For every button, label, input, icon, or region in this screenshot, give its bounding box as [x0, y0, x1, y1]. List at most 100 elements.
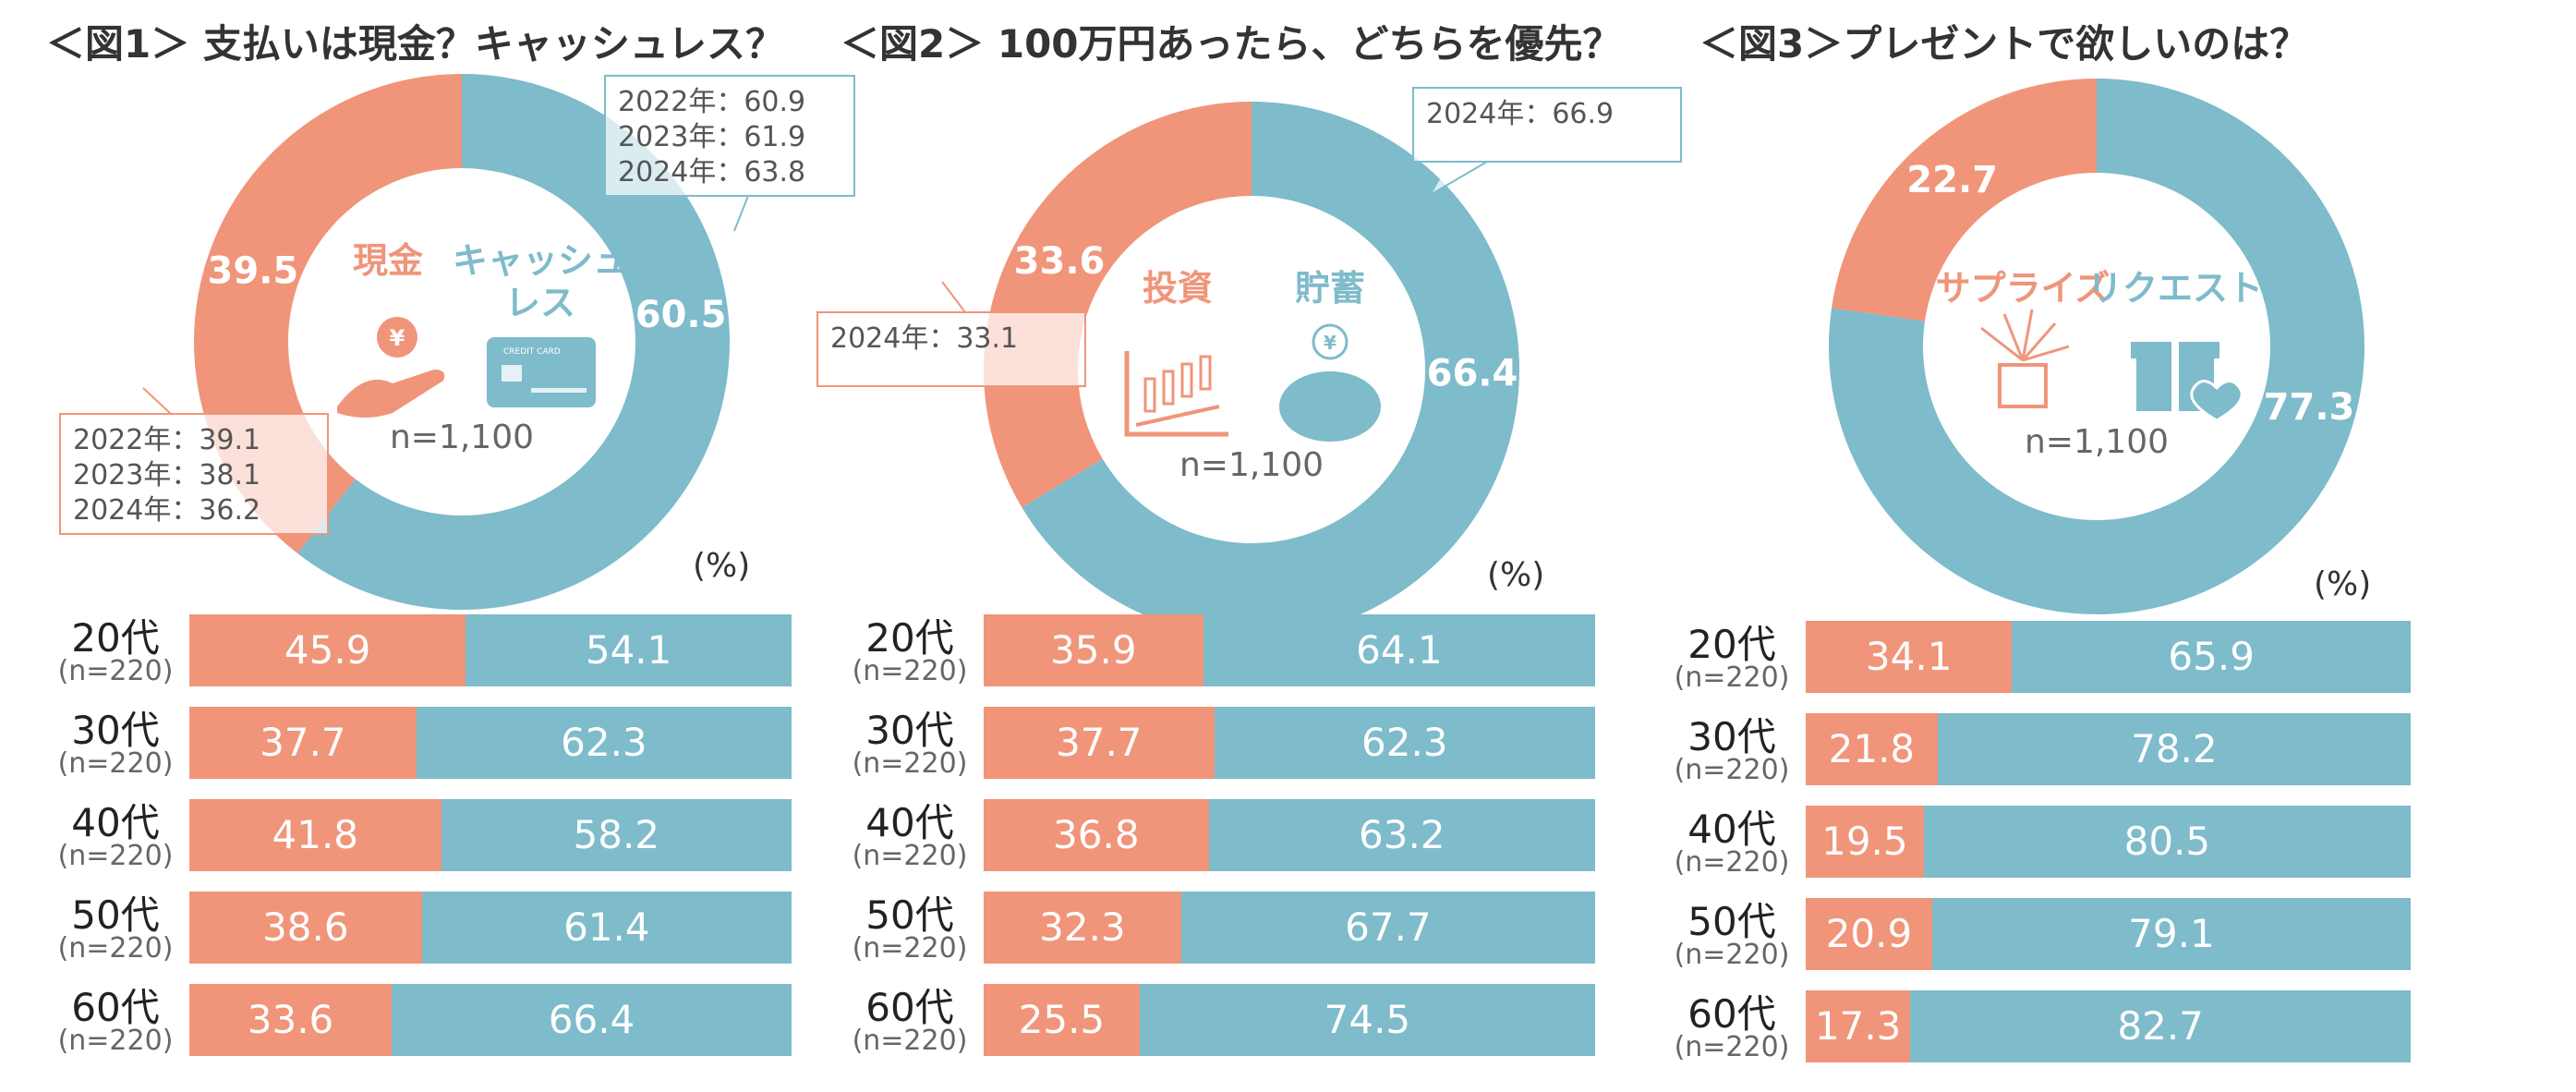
bar-value-left: 33.6 — [247, 997, 334, 1042]
callout-line: 2023年：38.1 — [73, 459, 260, 491]
panel-title: ＜図3＞プレゼントで欲しいのは？ — [1699, 21, 2309, 67]
callout-line: 2022年：39.1 — [73, 424, 260, 456]
bar-row-n: (n=220) — [1674, 754, 1790, 786]
svg-text:CREDIT CARD: CREDIT CARD — [503, 347, 561, 357]
sample-size-label: n=1,100 — [1179, 446, 1324, 484]
candlestick-chart-icon — [1124, 351, 1228, 437]
surprise-gift-icon — [1980, 309, 2070, 408]
bar-segment-left — [1806, 713, 1938, 785]
bar-row-label: 50代 — [865, 892, 954, 938]
bar-row-n: (n=220) — [852, 840, 968, 872]
center-label-right: 貯蓄 — [1295, 268, 1365, 309]
callout-line: 2024年：36.2 — [73, 494, 260, 527]
bar-value-right: 66.4 — [548, 997, 635, 1042]
bar-segment-right — [1139, 984, 1595, 1056]
bar-value-left: 35.9 — [1050, 627, 1137, 673]
pie-slice-right — [1829, 79, 2364, 615]
bar-segment-right — [1910, 990, 2411, 1062]
bar-value-left: 20.9 — [1825, 911, 1913, 956]
pie-label-left: 33.6 — [1014, 240, 1106, 283]
bar-segment-right — [1203, 614, 1595, 686]
pie-label-right: 77.3 — [2264, 386, 2355, 429]
bar-segment-left — [984, 799, 1209, 871]
bar-value-left: 41.8 — [272, 812, 359, 857]
bar-segment-left — [189, 614, 466, 686]
pie-slice-left — [984, 102, 1252, 508]
callout-left: 2024年：33.1 — [816, 281, 1086, 387]
bar-value-left: 32.3 — [1039, 904, 1126, 950]
bar-row-label: 20代 — [1687, 622, 1776, 667]
bar-segment-left — [984, 892, 1181, 964]
bar-segment-left — [1806, 806, 1924, 878]
bar-value-left: 25.5 — [1018, 997, 1106, 1042]
bar-value-right: 61.4 — [563, 904, 650, 950]
sample-size-label: n=1,100 — [390, 419, 534, 456]
callout-line: 2024年：33.1 — [830, 322, 1018, 355]
sample-size-label: n=1,100 — [2025, 423, 2169, 461]
callout-line: 2023年：61.9 — [618, 121, 805, 153]
bar-row-n: (n=220) — [57, 1025, 174, 1057]
bar-value-left: 37.7 — [260, 720, 346, 765]
center-label-right: リクエスト — [2087, 268, 2263, 309]
bar-segment-right — [2012, 621, 2411, 693]
bar-segment-right — [392, 984, 792, 1056]
bar-segment-left — [189, 892, 422, 964]
bar-value-left: 38.6 — [262, 904, 349, 950]
figure-1-panel: ＜図1＞ 支払いは現金？キャッシュレス？ 39.5 60.5 現金 キャッシュ レス ¥ CR… — [46, 0, 877, 1092]
hand-coin-icon: ¥ — [337, 317, 445, 418]
bar-value-right: 65.9 — [2168, 634, 2255, 679]
bar-segment-left — [1806, 898, 1932, 970]
center-label-right: キャッシュ — [453, 240, 628, 281]
pie-slice-right — [1022, 102, 1519, 638]
bar-row-n: (n=220) — [57, 747, 174, 780]
bar-value-left: 36.8 — [1053, 812, 1140, 857]
bar-row-label: 30代 — [1687, 714, 1776, 759]
bar-row-label: 40代 — [1687, 807, 1776, 852]
bar-value-right: 62.3 — [561, 720, 647, 765]
bar-row-label: 20代 — [71, 615, 160, 661]
svg-text:¥: ¥ — [1324, 332, 1336, 354]
bar-segment-right — [466, 614, 792, 686]
bar-row-label: 50代 — [1687, 899, 1776, 944]
callout-right: 2024年：66.9 — [1412, 87, 1682, 195]
bar-value-left: 17.3 — [1814, 1003, 1902, 1049]
bar-row-n: (n=220) — [1674, 846, 1790, 879]
bar-row-label: 30代 — [865, 708, 954, 753]
gift-heart-icon — [2131, 342, 2243, 422]
bar-row-n: (n=220) — [57, 655, 174, 687]
bar-value-left: 21.8 — [1828, 726, 1916, 771]
figure-3-panel: ＜図3＞プレゼントで欲しいのは？ 22.7 77.3 サプライズ リクエスト n=1,10… — [1675, 0, 2531, 1092]
bar-row-label: 60代 — [71, 985, 160, 1030]
bar-value-right: 79.1 — [2128, 911, 2215, 956]
bar-value-left: 34.1 — [1865, 634, 1953, 679]
pie-label-right: 66.4 — [1427, 352, 1518, 394]
center-label-right: レス — [505, 283, 575, 323]
bar-segment-left — [189, 984, 393, 1056]
center-label-left: サプライズ — [1936, 268, 2110, 309]
bar-segment-right — [1208, 799, 1595, 871]
bar-segment-right — [1214, 707, 1595, 779]
bar-row-label: 40代 — [71, 800, 160, 845]
pie-slice-right — [297, 74, 730, 610]
bar-row-label: 20代 — [865, 615, 954, 661]
bar-row-n: (n=220) — [57, 840, 174, 872]
bar-value-right: 82.7 — [2117, 1003, 2204, 1049]
bar-row-label: 60代 — [865, 985, 954, 1030]
panel-title: ＜図1＞ 支払いは現金？キャッシュレス？ — [46, 21, 785, 67]
bar-value-right: 80.5 — [2123, 819, 2211, 864]
bar-row-label: 40代 — [865, 800, 954, 845]
svg-text:¥: ¥ — [390, 325, 405, 351]
callout-line: 2024年：66.9 — [1426, 98, 1614, 130]
bar-row-label: 30代 — [71, 708, 160, 753]
bar-segment-right — [1937, 713, 2411, 785]
callout-line: 2024年：63.8 — [618, 156, 805, 188]
percent-unit-label: (%) — [1487, 556, 1545, 594]
bar-value-right: 67.7 — [1345, 904, 1432, 950]
bar-segment-right — [421, 892, 792, 964]
donut-chart: 33.6 66.4 投資 貯蓄 ¥ n=1,100 2024年：66.9 2024年：33.1 — [816, 87, 1682, 638]
bar-row-n: (n=220) — [1674, 1031, 1790, 1063]
bar-value-right: 74.5 — [1324, 997, 1411, 1042]
bar-segment-left — [189, 799, 441, 871]
